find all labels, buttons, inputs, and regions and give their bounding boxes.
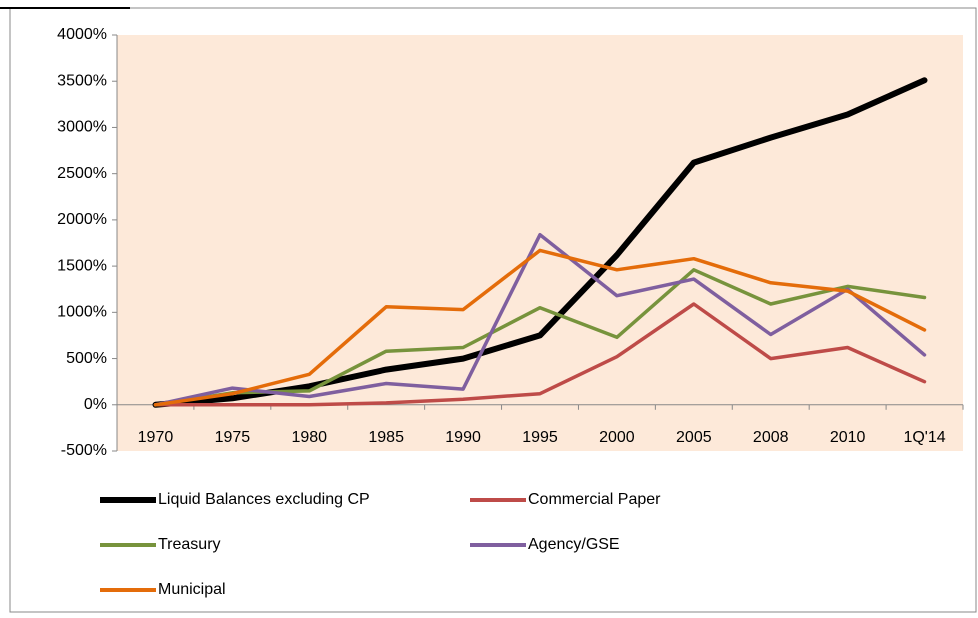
series-line [153, 302, 927, 407]
y-tick-label: 500% [66, 350, 107, 367]
x-tick-label: 1970 [138, 429, 174, 446]
series-line [153, 268, 927, 407]
y-tick-label: 3500% [57, 72, 107, 89]
plot-area [117, 35, 963, 451]
y-tick-label: 2000% [57, 211, 107, 228]
x-tick-label: 2000 [599, 429, 635, 446]
y-tick-label: 0% [84, 396, 107, 413]
y-tick-label: 1000% [57, 304, 107, 321]
x-tick-label: 1975 [215, 429, 251, 446]
legend-label: Agency/GSE [528, 536, 620, 553]
y-tick-label: 2500% [57, 165, 107, 182]
x-tick-label: 1995 [522, 429, 558, 446]
x-tick-label: 2008 [753, 429, 789, 446]
x-tick-label: 1Q'14 [903, 429, 945, 446]
y-tick-label: 4000% [57, 26, 107, 43]
series-line [153, 248, 927, 407]
x-tick-label: 1980 [291, 429, 327, 446]
legend-label: Municipal [158, 581, 226, 598]
y-tick-label: 3000% [57, 119, 107, 136]
series-line [153, 232, 927, 407]
y-tick-label: 1500% [57, 257, 107, 274]
x-tick-label: 1985 [368, 429, 404, 446]
x-tick-label: 2010 [830, 429, 866, 446]
x-tick-label: 1990 [445, 429, 481, 446]
legend-label: Liquid Balances excluding CP [158, 491, 370, 508]
y-tick-label: -500% [61, 442, 107, 459]
legend-label: Treasury [158, 536, 221, 553]
x-tick-label: 2005 [676, 429, 712, 446]
legend-label: Commercial Paper [528, 491, 661, 508]
